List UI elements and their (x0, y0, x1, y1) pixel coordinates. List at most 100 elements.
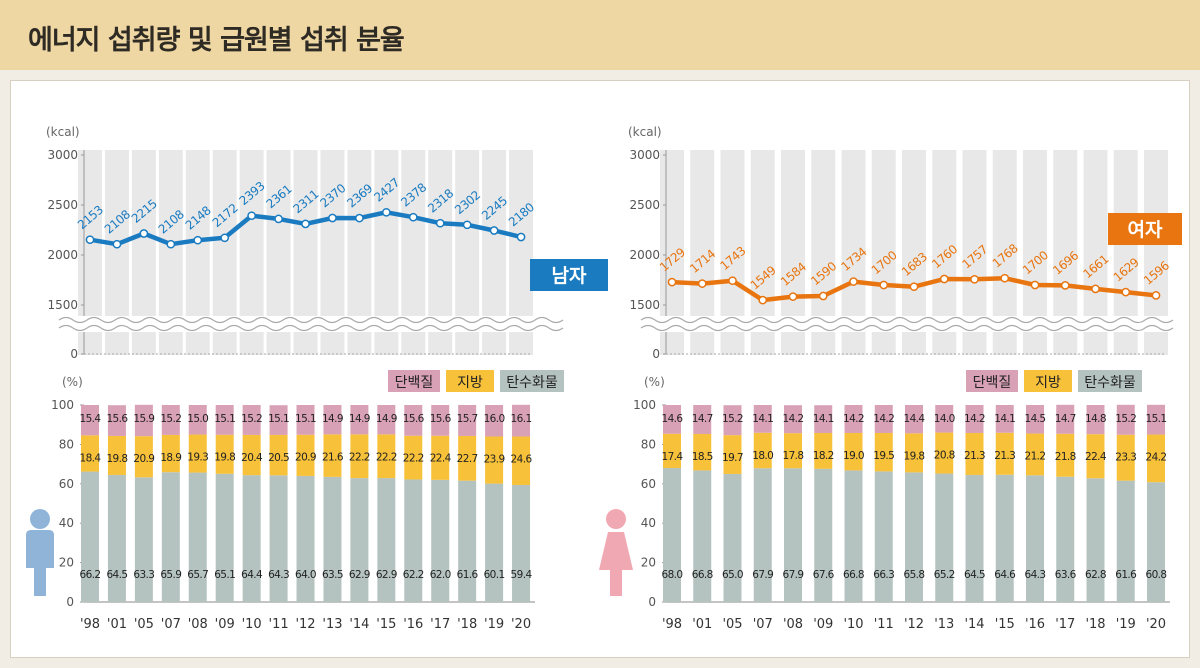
female-bar-protein (1056, 404, 1075, 434)
female-share-tick-label: 60 (641, 477, 656, 491)
male-legend-swatch-fat (446, 370, 494, 392)
female-bar-protein (1116, 404, 1135, 435)
male-legend-label-protein: 단백질 (395, 375, 434, 391)
female-category-label: '16 (1025, 617, 1045, 632)
male-energy-point (85, 235, 95, 245)
male-bar-label-fat: 19.8 (106, 453, 127, 465)
male-bar-fat (350, 434, 369, 479)
male-bar-carb (161, 472, 180, 602)
female-badge (1108, 213, 1182, 245)
female-category-label: '20 (1146, 617, 1166, 632)
male-bar-label-carb: 62.9 (376, 569, 397, 581)
female-legend-label-fat: 지방 (1035, 375, 1061, 391)
female-bar-fat (874, 432, 893, 472)
male-share-unit: (%) (62, 375, 83, 389)
female-energy-point (879, 280, 889, 290)
male-bar-label-protein: 14.9 (322, 413, 343, 425)
female-bar-carb (663, 468, 681, 602)
male-bar-protein (161, 405, 180, 435)
female-bar-fat (1147, 434, 1165, 483)
male-bar-label-carb: 62.9 (349, 569, 370, 581)
female-bar-label-protein: 15.1 (1146, 413, 1167, 425)
female-bar-label-protein: 14.7 (692, 413, 713, 425)
male-bar-protein (215, 405, 234, 435)
male-energy-tick-label: 2000 (47, 248, 78, 262)
male-energy-point (274, 214, 283, 224)
female-bar-label-carb: 64.5 (964, 569, 985, 581)
male-bar-fat (269, 434, 288, 476)
female-bar-label-fat: 19.5 (873, 450, 894, 462)
female-energy-point (939, 274, 949, 284)
female-category-label: '13 (934, 617, 954, 632)
female-bar-carb (995, 474, 1014, 602)
female-bar-label-carb: 66.3 (873, 569, 894, 581)
male-bar-carb (431, 479, 450, 602)
male-energy-point (462, 220, 472, 230)
male-axis-break-wave (58, 324, 564, 332)
male-bar-carb (107, 474, 126, 602)
male-bar-label-fat: 20.4 (241, 452, 263, 464)
male-bar-protein (134, 404, 153, 437)
male-bar-fat (215, 434, 234, 474)
female-bar-fat (1026, 433, 1044, 476)
female-energy-point (788, 292, 798, 301)
male-bar-protein (485, 405, 504, 437)
male-energy-point (355, 213, 364, 223)
female-bar-protein (1026, 405, 1044, 434)
male-category-label: '98 (80, 617, 100, 632)
female-category-label: '14 (964, 617, 984, 632)
male-bar-protein (188, 405, 207, 435)
male-bar-label-fat: 19.8 (214, 452, 235, 464)
male-bar-label-protein: 15.6 (403, 413, 425, 425)
female-legend-swatch-protein (966, 370, 1018, 392)
female-category-label: '10 (843, 617, 863, 632)
female-energy-point (1000, 273, 1010, 283)
female-bar-label-carb: 62.8 (1085, 569, 1106, 581)
male-bar-label-protein: 15.9 (133, 413, 154, 425)
male-bar-label-carb: 64.5 (106, 569, 127, 581)
female-category-label: '12 (904, 617, 924, 632)
female-bar-label-carb: 64.6 (994, 569, 1016, 581)
male-bar-label-carb: 64.4 (241, 569, 263, 581)
female-bar-label-fat: 18.0 (752, 450, 773, 462)
male-bar-label-carb: 65.7 (187, 569, 208, 581)
male-energy-tick-label: 1500 (47, 298, 78, 312)
male-bar-label-fat: 20.9 (133, 453, 154, 465)
male-category-label: '18 (457, 617, 477, 632)
female-bar-label-protein: 14.0 (934, 413, 955, 425)
female-bar-carb (1026, 475, 1044, 602)
male-legend-swatch-carb (500, 370, 564, 392)
female-category-label: '19 (1116, 617, 1136, 632)
male-bar-label-carb: 61.6 (457, 569, 479, 581)
female-person-icon-body (599, 532, 633, 596)
female-bar-label-protein: 14.2 (873, 413, 894, 425)
female-energy-point (728, 276, 737, 286)
male-bar-protein (323, 405, 342, 435)
male-category-label: '12 (295, 617, 315, 632)
female-bar-carb (844, 470, 863, 602)
female-bar-carb (723, 473, 742, 602)
male-bar-carb (512, 484, 531, 602)
female-bar-protein (663, 405, 681, 434)
female-bar-carb (965, 474, 984, 602)
male-category-label: '15 (376, 617, 396, 632)
female-bar-fat (1056, 433, 1075, 477)
female-share-unit: (%) (644, 375, 665, 389)
female-bar-protein (814, 405, 833, 433)
female-bar-carb (1086, 478, 1105, 602)
male-bar-label-fat: 18.4 (80, 452, 102, 464)
female-bar-protein (874, 405, 893, 433)
female-bar-carb (784, 468, 802, 602)
female-bar-carb (1056, 476, 1075, 602)
male-bar-label-fat: 22.2 (376, 451, 397, 463)
female-category-label: '15 (995, 617, 1015, 632)
male-bar-label-protein: 15.7 (457, 413, 478, 425)
female-bar-label-fat: 20.8 (934, 450, 955, 462)
female-energy-point (1151, 291, 1161, 300)
male-bar-carb (296, 475, 315, 602)
male-bar-label-protein: 15.4 (80, 413, 102, 425)
male-category-label: '01 (107, 617, 127, 632)
female-bar-label-carb: 65.2 (934, 569, 955, 581)
male-bar-label-fat: 22.2 (403, 453, 424, 465)
male-bar-label-protein: 14.9 (349, 413, 370, 425)
